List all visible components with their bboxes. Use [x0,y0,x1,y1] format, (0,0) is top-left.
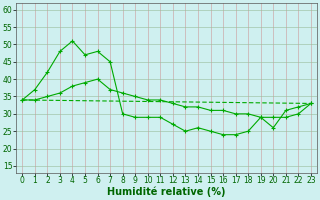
X-axis label: Humidité relative (%): Humidité relative (%) [108,187,226,197]
